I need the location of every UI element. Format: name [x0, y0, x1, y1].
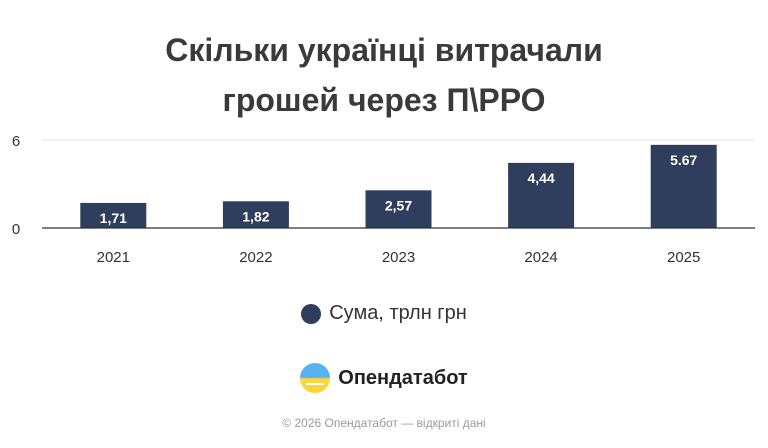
chart-title-line-2: грошей через П\РРО — [222, 82, 546, 118]
x-tick-label: 2023 — [382, 249, 415, 266]
y-tick-label: 0 — [12, 221, 20, 238]
bar — [508, 162, 575, 228]
footer-credit: © 2026 Опендатабот — відкриті дані — [282, 416, 486, 430]
x-tick-label: 2022 — [239, 249, 272, 266]
opendatabot-logo-icon — [300, 363, 331, 393]
bar — [365, 190, 432, 228]
x-tick-label: 2021 — [97, 249, 130, 266]
bar-value-label: 1,82 — [242, 208, 269, 224]
brand-logo: Опендатабот — [0, 363, 768, 393]
bar — [650, 144, 717, 228]
bar-value-label: 2,57 — [385, 197, 412, 213]
bar — [222, 201, 289, 228]
bar-value-label: 4,44 — [527, 170, 554, 186]
legend-swatch — [301, 303, 322, 324]
chart-title-line-1: Скільки українці витрачали — [165, 32, 603, 68]
bar-chart: 0 6 1,71 2021 1,82 2022 2,57 2023 4,44 2024 5.67 20… — [12, 133, 755, 266]
x-tick-label: 2024 — [524, 249, 557, 266]
bar — [80, 202, 147, 228]
legend-label: Сума, трлн грн — [329, 302, 467, 324]
y-tick-label: 6 — [12, 133, 20, 150]
bar-value-label: 1,71 — [100, 210, 127, 226]
bar-value-label: 5.67 — [670, 152, 697, 168]
legend: Сума, трлн грн — [0, 302, 768, 325]
logo-text: Опендатабот — [338, 366, 468, 389]
x-tick-label: 2025 — [667, 249, 700, 266]
